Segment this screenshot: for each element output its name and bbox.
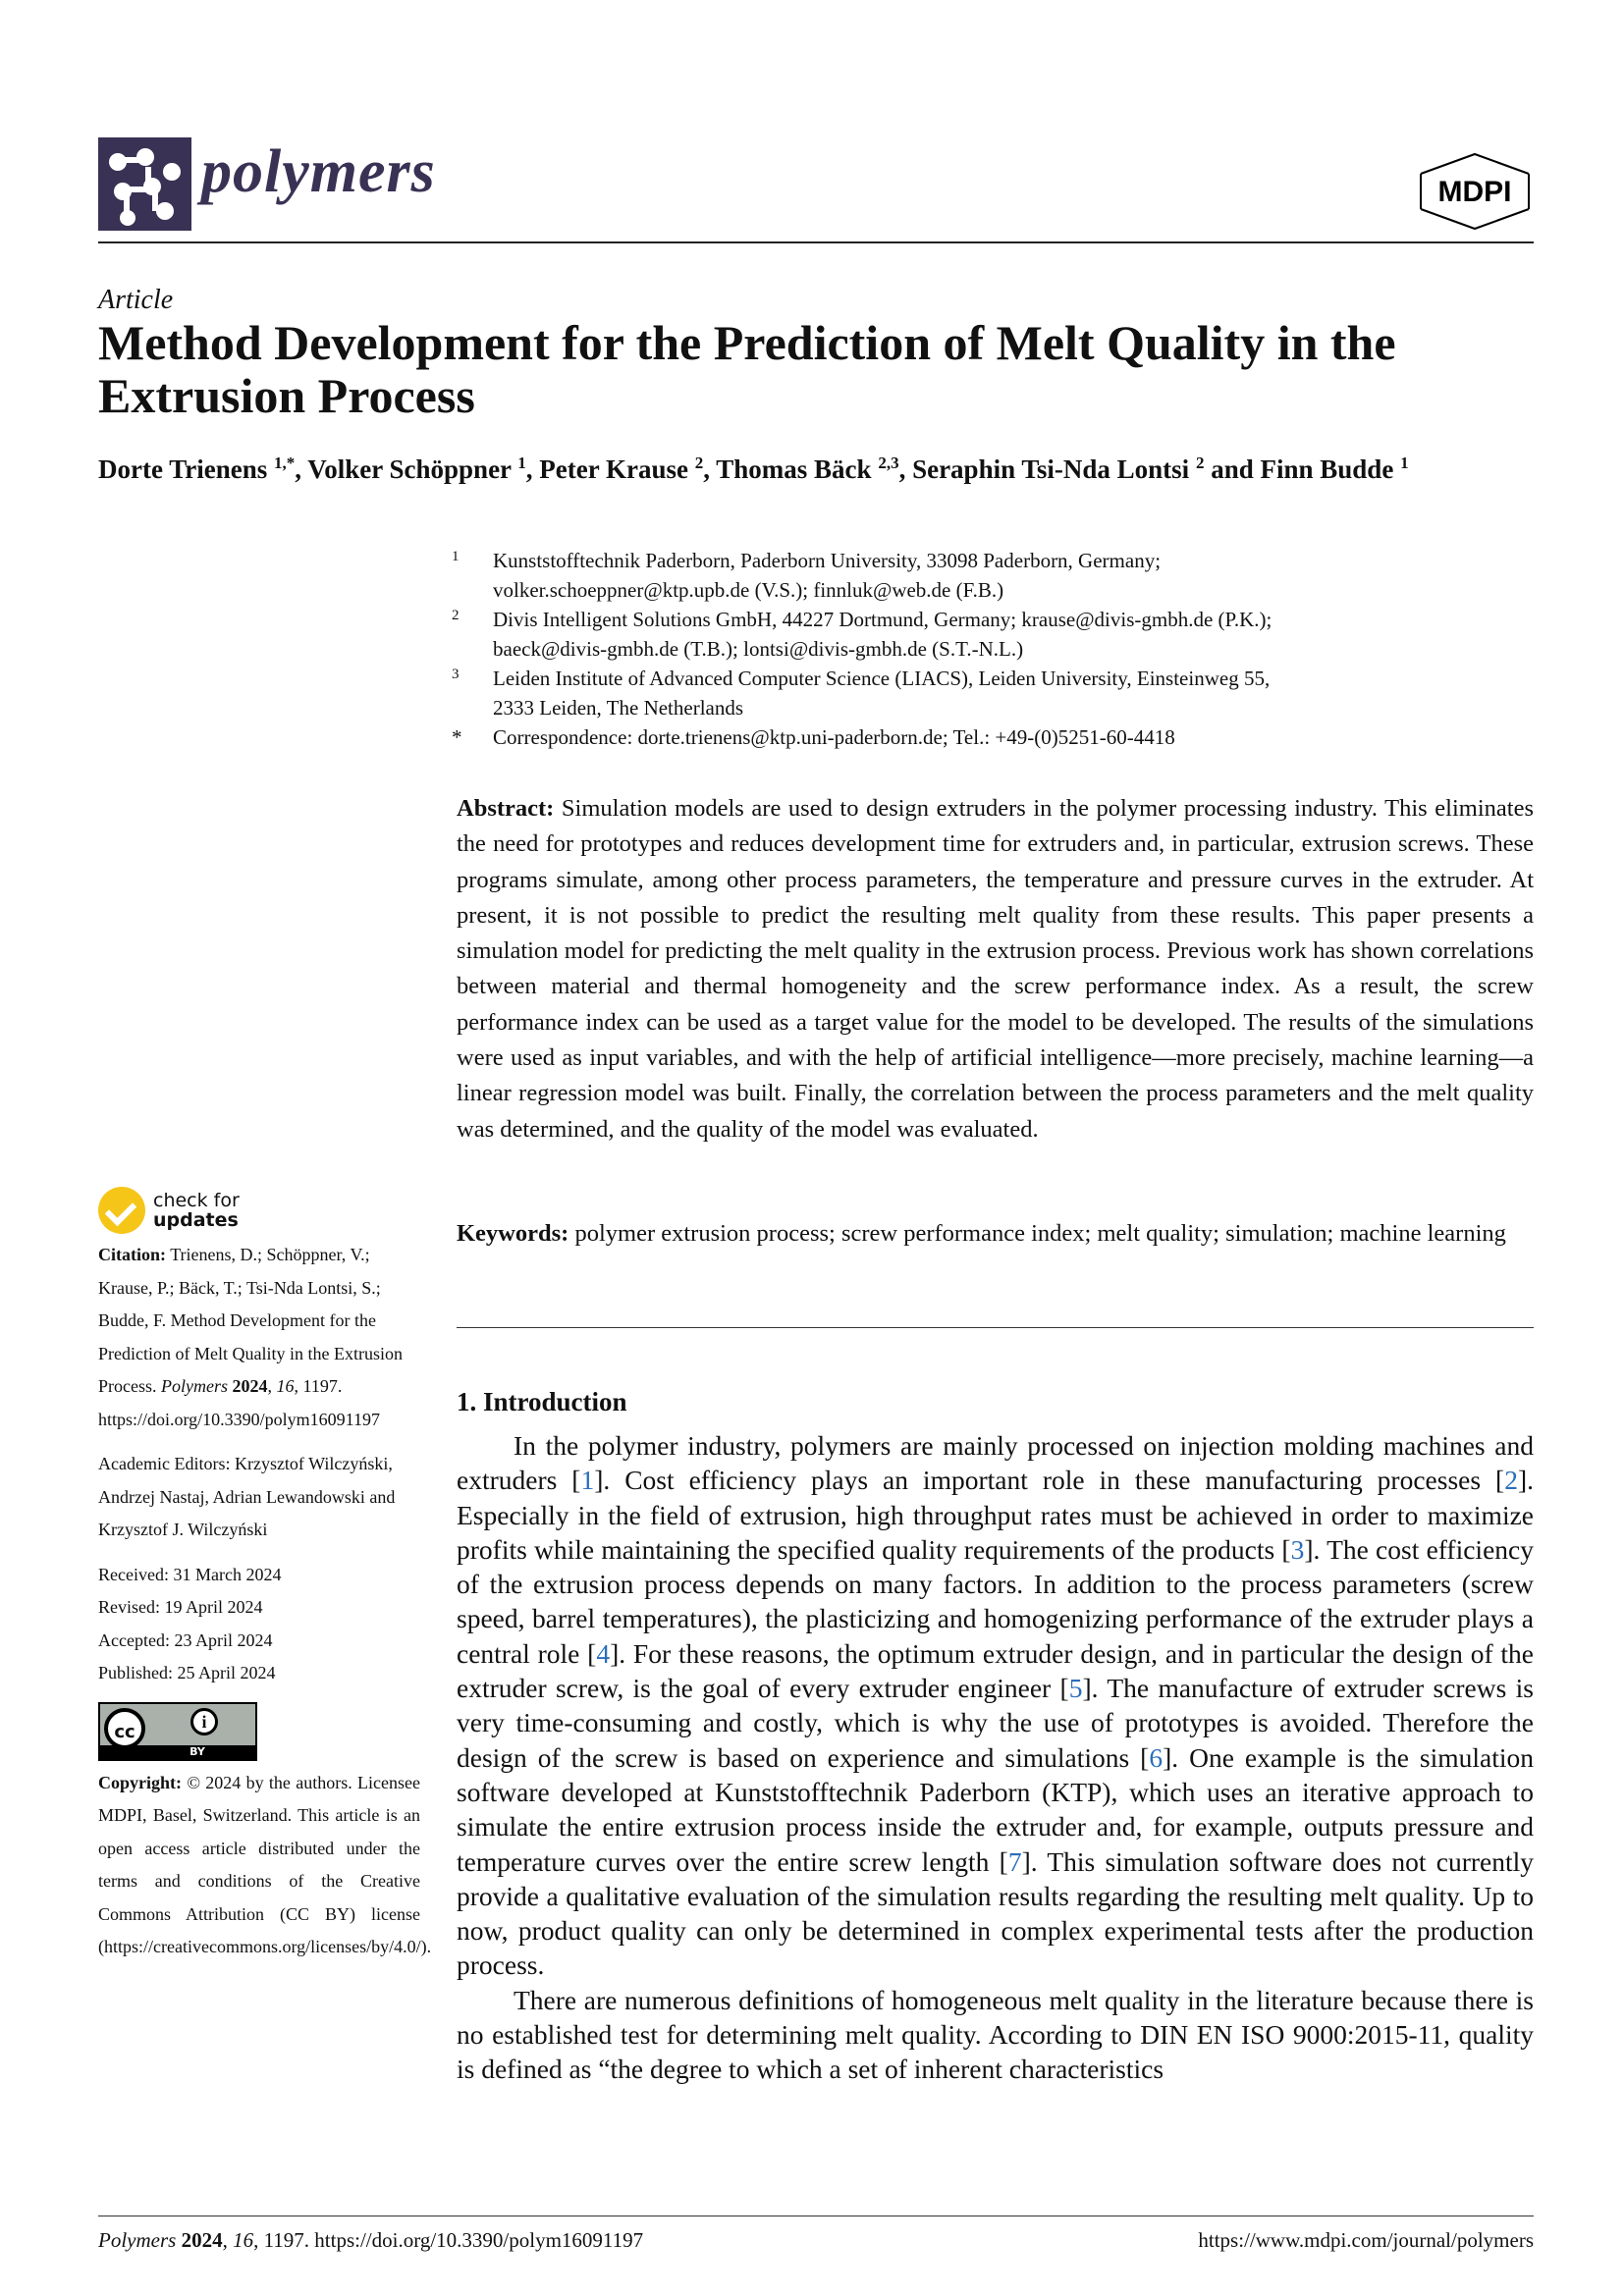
affiliation-line: volker.schoeppner@ktp.upb.de (V.S.); fin… [493,578,1004,602]
affiliation-number: 2 [452,608,460,623]
affiliation-number: 1 [452,549,460,564]
footer-url[interactable]: https://www.mdpi.com/journal/polymers [1198,2228,1534,2252]
author-name: Thomas Bäck [716,454,879,484]
paragraph-text: In the polymer industry, polymers are ma… [457,1430,1534,1496]
check-icon [98,1187,145,1234]
citation-journal: Polymers [161,1376,228,1396]
paragraph-text: ]. The manufacture of extruder screws is… [457,1673,1534,1773]
header-rule [98,241,1534,243]
abstract-label: Abstract: [457,795,555,822]
citation-ref-link[interactable]: 3 [1290,1533,1305,1565]
cc-icon: cc [104,1707,145,1749]
affiliation-line: Divis Intelligent Solutions GmbH, 44227 … [493,608,1272,631]
copyright-text: © 2024 by the authors. Licensee MDPI, Ba… [98,1772,432,1957]
citation-year: 2024 [232,1376,268,1396]
citation-ref-link[interactable]: 6 [1149,1741,1164,1773]
author-affiliation-mark: 1,* [273,454,296,472]
affiliation-line: Correspondence: dorte.trienens@ktp.uni-p… [493,725,1175,749]
affiliation: 2 Divis Intelligent Solutions GmbH, 44227… [452,605,1532,664]
mdpi-logo-text: MDPI [1438,176,1512,208]
attribution-icon: i [190,1707,218,1735]
author-list: Dorte Trienens 1,*, Volker Schöppner 1, … [98,454,1409,484]
affiliations: 1 Kunststofftechnik Paderborn, Paderborn … [452,546,1532,752]
academic-editors: Academic Editors: Krzysztof Wilczyński, … [98,1454,396,1539]
abstract: Abstract: Simulation models are used to … [457,791,1534,1148]
author-affiliation-mark: 2 [1195,454,1205,472]
citation-ref-link[interactable]: 4 [596,1637,611,1669]
copyright: Copyright: © 2024 by the authors. Licens… [98,1767,431,1964]
author-name: Peter Krause [539,454,695,484]
footer-journal: Polymers [98,2228,177,2252]
citation-doi[interactable]: , 1197. https://doi.org/10.3390/polym160… [98,1376,381,1429]
citation-ref-link[interactable]: 1 [580,1465,595,1496]
affiliation-line: Leiden Institute of Advanced Computer Sc… [493,667,1271,690]
affiliation-number: 3 [452,667,460,682]
footer-doi[interactable]: , 1197. https://doi.org/10.3390/polym160… [253,2228,644,2252]
section-rule [457,1327,1534,1328]
sidebar: check for updates Citation: Trienens, D.… [98,1186,431,1976]
citation-volume: 16 [276,1376,295,1396]
copyright-label: Copyright: [98,1772,182,1792]
date-published: Published: 25 April 2024 [98,1663,276,1682]
author-name: Finn Budde [1260,454,1401,484]
paragraph: There are numerous definitions of homoge… [457,1984,1534,2085]
paragraph-text: ]. Especially in the field of extrusion,… [457,1465,1534,1565]
affiliation-line: 2333 Leiden, The Netherlands [493,696,744,720]
abstract-text: Simulation models are used to design ext… [457,795,1534,1143]
polymers-logo-icon [98,137,191,231]
affiliation: 1 Kunststofftechnik Paderborn, Paderborn … [452,546,1532,605]
affiliation-number: * [452,725,462,749]
author-affiliation-mark: 1 [517,454,526,472]
article-type: Article [98,285,174,315]
footer-citation: Polymers 2024, 16, 1197. https://doi.org… [98,2228,644,2252]
check-updates-line1: check for [153,1190,240,1211]
author-name: Dorte Trienens [98,454,274,484]
affiliation-line: Kunststofftechnik Paderborn, Paderborn U… [493,549,1162,572]
paper-title: Method Development for the Prediction of… [98,315,1396,423]
affiliation: 3 Leiden Institute of Advanced Computer S… [452,664,1532,722]
date-received: Received: 31 March 2024 [98,1564,282,1584]
citation: Citation: Trienens, D.; Schöppner, V.; K… [98,1245,403,1429]
check-for-updates-button[interactable]: check for updates [98,1186,420,1235]
introduction-body: In the polymer industry, polymers are ma… [457,1428,1534,2087]
section-heading: 1. Introduction [457,1387,627,1416]
paragraph-text: ]. The cost efficiency of the extrusion … [457,1533,1534,1669]
paragraph-text: ]. Cost efficiency plays an important ro… [594,1465,1505,1496]
journal-name: polymers [201,138,436,205]
citation-ref-link[interactable]: 5 [1068,1673,1083,1704]
author-name: Seraphin Tsi-Nda Lontsi [912,454,1196,484]
by-label: BY [100,1744,255,1759]
paragraph-text: ]. One example is the simulation softwar… [457,1741,1534,1877]
citation-ref-link[interactable]: 7 [1007,1845,1022,1877]
check-updates-line2: updates [153,1209,239,1231]
author-affiliation-mark: 2,3 [878,454,899,472]
affiliation: * Correspondence: dorte.trienens@ktp.uni-… [452,722,1532,752]
footer-year: 2024 [181,2228,223,2252]
keywords: Keywords: polymer extrusion process; scr… [457,1216,1534,1252]
date-revised: Revised: 19 April 2024 [98,1597,263,1617]
author-affiliation-mark: 2 [694,454,704,472]
author-affiliation-mark: 1 [1400,454,1409,472]
paragraph-text: ]. This simulation software does not cur… [457,1845,1534,1981]
affiliation-line: baeck@divis-gmbh.de (T.B.); lontsi@divis… [493,637,1024,661]
footer-volume: 16 [233,2228,254,2252]
author-name: Volker Schöppner [307,454,518,484]
citation-text: Trienens, D.; Schöppner, V.; Krause, P.;… [98,1245,403,1396]
paragraph-text: ]. For these reasons, the optimum extrud… [457,1637,1535,1704]
keywords-label: Keywords: [457,1220,569,1247]
cc-by-license-badge[interactable]: cc i BY [98,1701,257,1761]
date-accepted: Accepted: 23 April 2024 [98,1629,273,1650]
citation-ref-link[interactable]: 2 [1504,1465,1518,1496]
citation-label: Citation: [98,1245,166,1264]
paragraph: In the polymer industry, polymers are ma… [457,1428,1534,1983]
dates: Received: 31 March 2024 Revised: 19 Apri… [98,1559,420,1690]
keywords-text: polymer extrusion process; screw perform… [574,1220,1506,1247]
mdpi-logo: MDPI [1416,152,1534,231]
